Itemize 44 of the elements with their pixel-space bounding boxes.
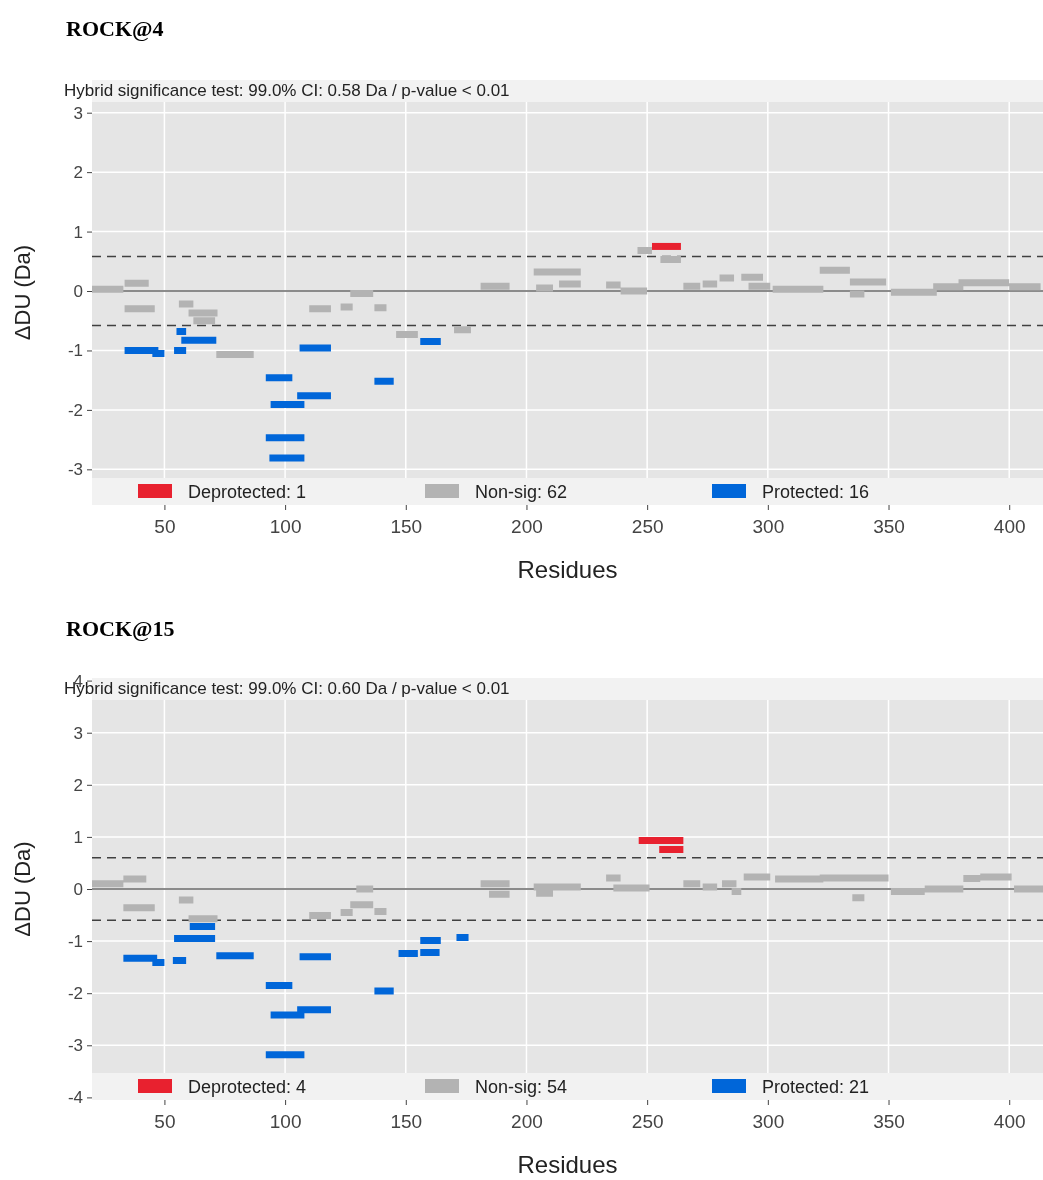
legend-label: Non-sig: 62 (475, 482, 568, 502)
y-tick-label: -3 (67, 460, 83, 480)
y-tick-label: 0 (73, 281, 83, 301)
x-tick-label: 300 (752, 516, 785, 538)
y-axis-title: ΔDU (Da) (10, 841, 35, 937)
x-tick-label: 250 (631, 516, 664, 538)
chart-title: ROCK@4 (66, 16, 164, 41)
x-tick-label: 400 (993, 1111, 1026, 1133)
legend-label: Protected: 21 (762, 1077, 870, 1097)
x-tick-label: 350 (873, 516, 905, 538)
y-tick-label: -1 (67, 932, 83, 952)
legend-label: Non-sig: 54 (475, 1077, 568, 1097)
x-axis-title: Residues (517, 556, 618, 583)
y-axis-title: ΔDU (Da) (10, 244, 35, 341)
x-tick-label: 350 (873, 1111, 905, 1133)
y-tick-label: 0 (73, 879, 83, 899)
legend-label: Deprotected: 1 (188, 482, 307, 502)
y-tick-label: -4 (67, 1088, 83, 1108)
x-tick-label: 150 (390, 516, 423, 538)
chart-subtitle: Hybrid significance test: 99.0% CI: 0.58 Da / p-value < 0.01 (64, 81, 510, 100)
y-tick-label: 1 (73, 222, 83, 242)
x-axis-title: Residues (517, 1151, 618, 1178)
y-tick-label: 2 (73, 163, 83, 183)
legend-label: Deprotected: 4 (188, 1077, 307, 1097)
y-tick-label: 3 (73, 103, 83, 123)
y-tick-label: 1 (73, 827, 83, 847)
x-tick-label: 200 (511, 516, 543, 538)
y-tick-label: -3 (67, 1036, 83, 1056)
y-tick-label: -1 (67, 341, 83, 361)
y-tick-label: 3 (73, 723, 83, 743)
x-tick-label: 300 (752, 1111, 785, 1133)
x-tick-label: 100 (269, 1111, 302, 1133)
x-tick-label: 250 (631, 1111, 664, 1133)
x-tick-label: 150 (390, 1111, 423, 1133)
y-tick-label: -2 (67, 984, 83, 1004)
x-tick-label: 100 (269, 516, 302, 538)
x-tick-label: 50 (154, 1111, 176, 1133)
y-tick-label: -2 (67, 400, 83, 420)
legend-label: Protected: 16 (762, 482, 870, 502)
x-tick-label: 400 (993, 516, 1026, 538)
x-tick-label: 50 (154, 516, 176, 538)
y-tick-label: 2 (73, 775, 83, 795)
x-tick-label: 200 (511, 1111, 543, 1133)
chart-title: ROCK@15 (66, 616, 175, 641)
